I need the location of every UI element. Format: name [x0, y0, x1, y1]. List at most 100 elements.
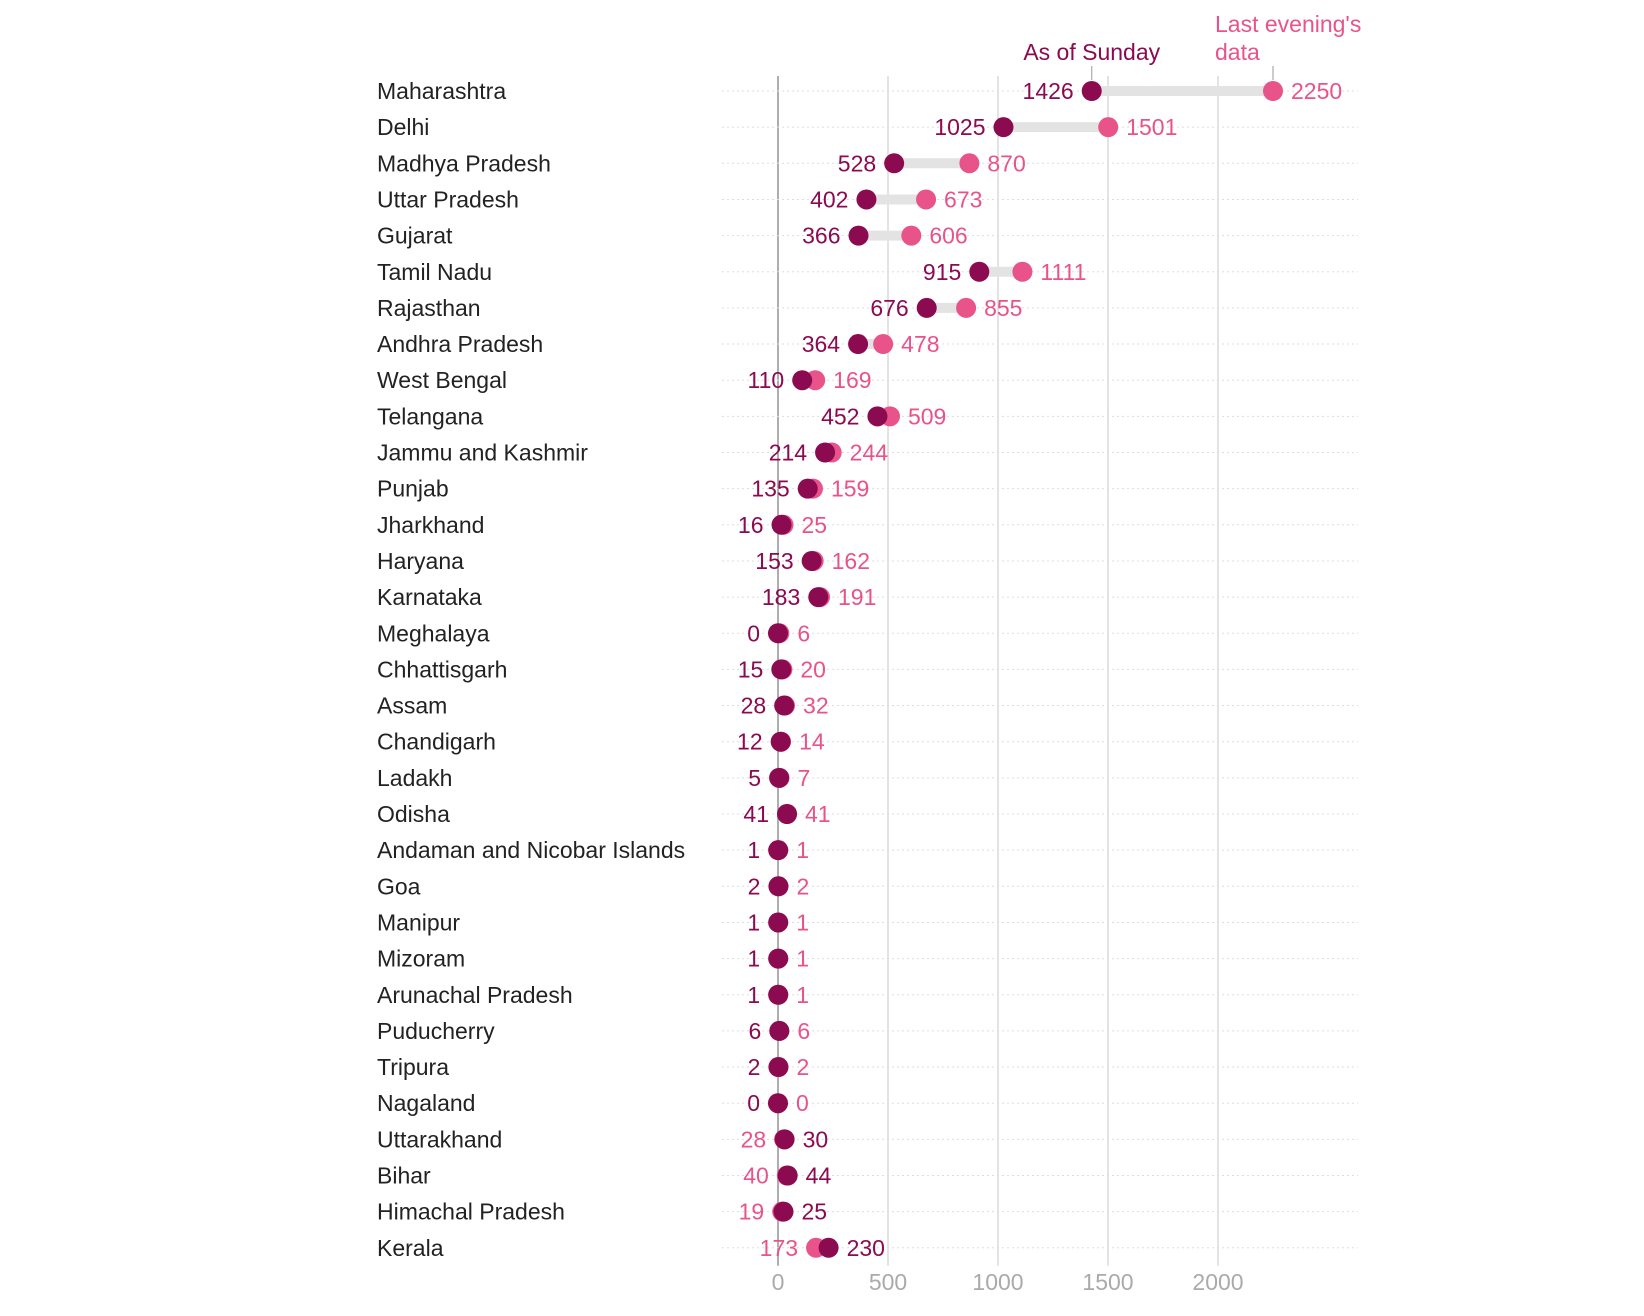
dot-as-of-sunday	[768, 1093, 788, 1114]
value-label-as-of-sunday: 230	[847, 1235, 885, 1261]
x-tick-label-1000: 1000	[972, 1269, 1023, 1295]
dot-as-of-sunday	[808, 587, 829, 608]
row-gujarat: Gujarat 366 606	[377, 223, 1358, 249]
state-label: Gujarat	[377, 223, 453, 249]
state-label: Himachal Pradesh	[377, 1199, 565, 1225]
value-label-last-evening: 478	[901, 331, 939, 357]
row-rajasthan: Rajasthan 676 855	[377, 295, 1358, 321]
row-andaman-and-nicobar-islands: Andaman and Nicobar Islands 1 1	[377, 837, 1358, 863]
value-label-as-of-sunday: 1	[747, 946, 760, 972]
value-label-as-of-sunday: 44	[806, 1163, 832, 1189]
row-ladakh: Ladakh 5 7	[377, 765, 1358, 791]
value-label-last-evening: 1111	[1040, 259, 1086, 285]
value-label-last-evening: 191	[838, 584, 876, 610]
row-assam: Assam 28 32	[377, 693, 1358, 719]
value-label-as-of-sunday: 364	[802, 331, 841, 357]
value-label-last-evening: 159	[831, 476, 869, 502]
dot-as-of-sunday	[768, 912, 789, 933]
dot-as-of-sunday	[848, 334, 869, 355]
dot-as-of-sunday	[770, 731, 791, 752]
value-label-as-of-sunday: 676	[870, 295, 908, 321]
state-label: Jharkhand	[377, 512, 484, 538]
row-nagaland: Nagaland 0 0	[377, 1090, 1358, 1116]
row-delhi: Delhi 1025 1501	[377, 114, 1358, 140]
row-punjab: Punjab 135 159	[377, 476, 1358, 502]
dot-as-of-sunday	[818, 1237, 839, 1258]
dot-as-of-sunday	[768, 1057, 789, 1078]
value-label-as-of-sunday: 153	[755, 548, 793, 574]
state-label: West Bengal	[377, 367, 507, 393]
row-tamil-nadu: Tamil Nadu 915 1111	[377, 259, 1358, 285]
row-chandigarh: Chandigarh 12 14	[377, 729, 1358, 755]
value-label-last-evening: 1	[796, 982, 809, 1008]
row-puducherry: Puducherry 6 6	[377, 1018, 1358, 1044]
value-label-as-of-sunday: 2	[748, 873, 761, 899]
value-label-as-of-sunday: 2	[748, 1054, 761, 1080]
row-uttar-pradesh: Uttar Pradesh 402 673	[377, 186, 1358, 212]
value-label-as-of-sunday: 366	[802, 223, 840, 249]
dot-as-of-sunday	[773, 1201, 794, 1222]
dot-as-of-sunday	[867, 406, 888, 427]
dot-last-evening	[901, 225, 922, 246]
value-label-last-evening: 1501	[1126, 114, 1177, 140]
state-label: Tamil Nadu	[377, 259, 492, 285]
value-label-as-of-sunday: 16	[738, 512, 764, 538]
row-kerala: Kerala 173 230	[377, 1235, 1358, 1261]
legend-last-evening-line1: Last evening's	[1215, 11, 1361, 37]
row-tripura: Tripura 2 2	[377, 1054, 1358, 1080]
dot-last-evening	[959, 153, 980, 174]
row-arunachal-pradesh: Arunachal Pradesh 1 1	[377, 982, 1358, 1008]
dot-as-of-sunday	[856, 189, 877, 210]
value-label-last-evening: 7	[798, 765, 811, 791]
value-label-last-evening: 40	[743, 1163, 769, 1189]
value-label-last-evening: 0	[796, 1090, 809, 1116]
value-label-last-evening: 509	[908, 403, 946, 429]
x-tick-label-1500: 1500	[1082, 1269, 1133, 1295]
row-odisha: Odisha 41 41	[377, 801, 1358, 827]
dot-last-evening	[873, 334, 894, 355]
row-west-bengal: West Bengal 110 169	[377, 367, 1358, 393]
x-tick-label-500: 500	[869, 1269, 907, 1295]
value-label-as-of-sunday: 1	[747, 909, 760, 935]
dot-last-evening	[916, 189, 937, 210]
state-label: Telangana	[377, 403, 483, 429]
value-label-as-of-sunday: 30	[803, 1126, 829, 1152]
state-label: Goa	[377, 873, 421, 899]
value-label-as-of-sunday: 528	[838, 150, 876, 176]
value-label-last-evening: 25	[802, 512, 828, 538]
dot-as-of-sunday	[768, 948, 789, 969]
value-label-as-of-sunday: 183	[762, 584, 800, 610]
dot-as-of-sunday	[993, 117, 1014, 138]
value-label-last-evening: 855	[984, 295, 1022, 321]
state-label: Andaman and Nicobar Islands	[377, 837, 685, 863]
row-bihar: Bihar 40 44	[377, 1163, 1358, 1189]
row-mizoram: Mizoram 1 1	[377, 946, 1358, 972]
state-label: Tripura	[377, 1054, 449, 1080]
state-label: Delhi	[377, 114, 429, 140]
value-label-as-of-sunday: 402	[810, 186, 848, 212]
state-label: Bihar	[377, 1163, 431, 1189]
dot-as-of-sunday	[792, 370, 813, 391]
row-haryana: Haryana 153 162	[377, 548, 1358, 574]
state-label: Rajasthan	[377, 295, 481, 321]
x-axis: 0 500 1000 1500 2000	[772, 1269, 1244, 1295]
value-label-last-evening: 606	[929, 223, 967, 249]
state-label: Uttarakhand	[377, 1126, 502, 1152]
value-label-as-of-sunday: 915	[923, 259, 961, 285]
dot-as-of-sunday	[769, 767, 790, 788]
row-uttarakhand: Uttarakhand 28 30	[377, 1126, 1358, 1152]
value-label-last-evening: 14	[799, 729, 825, 755]
value-label-last-evening: 41	[805, 801, 831, 827]
value-label-last-evening: 244	[850, 440, 889, 466]
value-label-last-evening: 673	[944, 186, 982, 212]
value-label-last-evening: 32	[803, 693, 829, 719]
value-label-as-of-sunday: 214	[769, 440, 808, 466]
value-label-last-evening: 1	[796, 837, 809, 863]
value-label-as-of-sunday: 135	[751, 476, 789, 502]
value-label-last-evening: 20	[800, 656, 826, 682]
state-label: Puducherry	[377, 1018, 495, 1044]
row-manipur: Manipur 1 1	[377, 909, 1358, 935]
row-chhattisgarh: Chhattisgarh 15 20	[377, 656, 1358, 682]
dot-as-of-sunday	[884, 153, 905, 174]
